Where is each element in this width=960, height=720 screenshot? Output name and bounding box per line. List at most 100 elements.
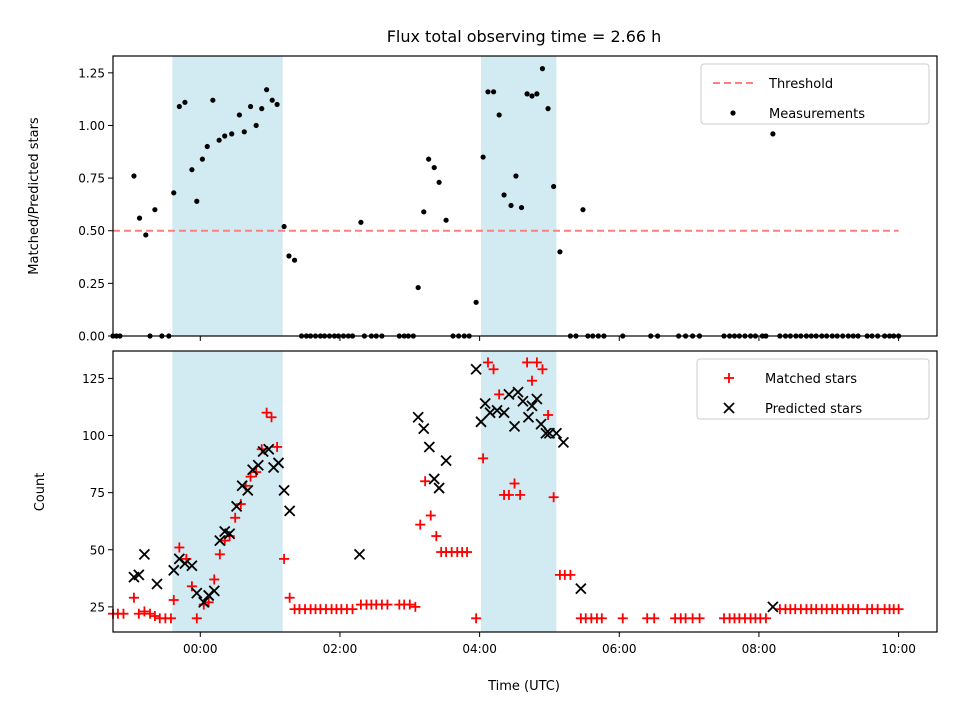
x-axis-label: Time (UTC) <box>487 679 560 694</box>
data-point-b <box>517 395 529 407</box>
data-point <box>149 611 160 622</box>
data-point <box>204 143 210 150</box>
data-point <box>488 364 499 375</box>
data-point <box>174 542 185 553</box>
data-point-b <box>242 484 254 496</box>
top-shaded-span <box>481 56 557 336</box>
data-point <box>242 484 254 496</box>
data-point <box>526 400 538 412</box>
data-point-b <box>230 500 243 512</box>
data-point <box>209 574 220 585</box>
data-point <box>503 388 515 401</box>
bottom-x-tick-label: 10:00 <box>881 642 916 656</box>
data-point <box>284 592 295 603</box>
data-point <box>557 436 570 449</box>
data-point <box>229 131 235 137</box>
bottom-y-axis-label: Count <box>33 473 48 512</box>
data-point <box>279 553 290 564</box>
data-point <box>230 512 241 523</box>
data-point <box>509 478 520 489</box>
bottom-axes-frame <box>112 350 938 633</box>
legend-box <box>700 63 930 125</box>
data-point <box>694 613 705 624</box>
data-point <box>165 613 176 624</box>
data-point <box>539 66 546 72</box>
data-point <box>415 284 421 291</box>
data-point <box>431 164 437 171</box>
top-y-tick-label: 1.25 <box>78 66 105 80</box>
data-point <box>440 455 452 467</box>
data-point <box>353 548 366 560</box>
data-point <box>284 505 296 517</box>
data-point <box>143 232 149 238</box>
data-point <box>565 569 576 580</box>
data-point <box>475 416 487 428</box>
top-axes-frame <box>112 55 938 337</box>
data-point <box>186 560 198 572</box>
data-point <box>522 357 533 368</box>
data-point <box>269 97 275 103</box>
legend-label: Predicted stars <box>765 402 862 417</box>
data-point <box>529 93 535 99</box>
data-point-b <box>767 601 779 613</box>
data-point <box>133 569 145 581</box>
legend-marker-b <box>723 402 735 414</box>
data-point <box>580 207 586 213</box>
data-point-b <box>498 407 510 419</box>
data-point <box>179 557 191 570</box>
data-point <box>478 453 489 464</box>
bottom-y-tick-label: 50 <box>90 543 105 557</box>
data-point-b <box>214 534 226 547</box>
data-point <box>253 122 259 129</box>
top-y-tick-label: 0.50 <box>78 224 105 238</box>
data-point-b <box>440 455 452 467</box>
bottom-panel-counts: 25 50 75 100 125 00:00 02:00 04:00 06:00 08:00 10:… <box>82 350 938 656</box>
data-point <box>145 608 156 619</box>
data-point <box>418 423 430 435</box>
data-point <box>168 564 180 576</box>
bottom-x-tick-label: 06:00 <box>602 642 637 656</box>
data-point <box>286 253 292 259</box>
data-point <box>436 179 442 185</box>
data-point <box>575 582 587 595</box>
data-point <box>853 604 864 615</box>
data-point-b <box>557 436 570 449</box>
data-point <box>534 91 540 97</box>
data-point-b <box>179 557 191 570</box>
data-point <box>425 510 436 521</box>
data-point-b <box>133 569 145 581</box>
data-point <box>272 457 285 469</box>
data-point-b <box>423 441 435 453</box>
bottom-shaded-span <box>172 351 283 632</box>
data-point <box>128 592 139 603</box>
top-panel-ratio: 0.00 0.25 0.50 0.75 1.00 1.25 Threshold Measure… <box>78 55 938 344</box>
data-point <box>382 599 393 610</box>
top-y-tick-label: 0.25 <box>78 277 105 291</box>
data-point-b <box>503 388 515 401</box>
data-point <box>139 606 150 617</box>
data-point <box>596 613 607 624</box>
data-point-b <box>418 423 430 435</box>
data-point-b <box>151 578 163 590</box>
data-point <box>482 357 493 368</box>
data-point <box>433 482 445 494</box>
data-point <box>278 484 290 496</box>
data-point-b <box>198 596 210 608</box>
bottom-x-tick-label: 08:00 <box>742 642 777 656</box>
data-point <box>118 608 129 619</box>
data-point-b <box>353 548 366 560</box>
data-point <box>151 578 163 590</box>
data-point <box>512 386 524 398</box>
data-point <box>550 427 563 439</box>
data-point-b <box>263 443 275 455</box>
data-point <box>531 357 542 368</box>
data-point <box>473 299 479 305</box>
data-point <box>189 167 195 173</box>
data-point-b <box>272 457 285 469</box>
data-point <box>136 215 143 221</box>
data-point <box>491 404 503 417</box>
data-point-b <box>168 564 180 576</box>
data-point <box>412 411 424 423</box>
data-point <box>484 407 496 419</box>
